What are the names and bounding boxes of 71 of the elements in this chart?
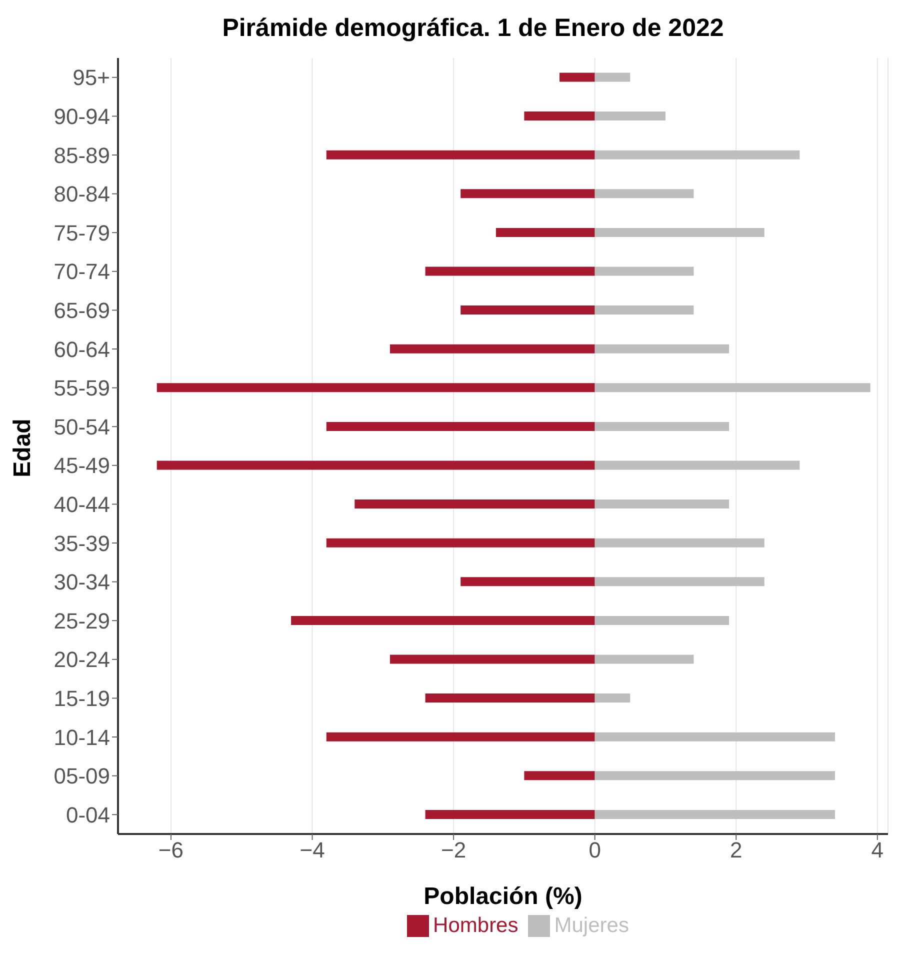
bar	[594, 228, 764, 237]
y-tick-label: 45-49	[54, 453, 110, 478]
bar	[594, 810, 836, 819]
bar	[326, 732, 595, 742]
bar	[460, 189, 595, 198]
y-tick-label: 60-64	[54, 336, 110, 362]
bar	[594, 616, 730, 625]
bar	[594, 500, 730, 509]
bar	[425, 810, 595, 819]
bar	[496, 228, 595, 237]
x-tick-label: −4	[300, 838, 325, 863]
x-tick-label: 0	[588, 838, 601, 863]
chart-title: Pirámide demográfica. 1 de Enero de 2022	[221, 13, 725, 44]
y-tick-label: 50-54	[54, 414, 110, 440]
x-tick-label: 2	[730, 838, 742, 863]
y-tick-label: 85-89	[54, 142, 110, 168]
y-tick-label: 10-14	[54, 724, 110, 750]
y-tick-label: 80-84	[54, 182, 110, 207]
y-tick-label: 75-79	[54, 220, 110, 246]
bar	[425, 266, 595, 276]
bar	[291, 616, 595, 625]
bar	[354, 500, 595, 509]
bar	[560, 72, 595, 82]
bar	[594, 72, 630, 82]
bar	[524, 112, 595, 121]
bar	[594, 654, 694, 664]
bar	[594, 112, 666, 121]
y-tick-label: 40-44	[54, 492, 110, 518]
bar	[594, 266, 694, 276]
bar	[460, 577, 595, 586]
bar	[594, 771, 836, 780]
y-tick-label: 25-29	[54, 608, 110, 634]
bar	[594, 694, 630, 703]
bar	[594, 577, 764, 586]
bar	[425, 694, 595, 703]
y-tick-label: 0-04	[66, 802, 110, 828]
bar	[594, 306, 694, 315]
bar	[326, 150, 595, 160]
y-axis-title: Edad	[9, 418, 37, 478]
bar	[594, 189, 694, 198]
bar	[156, 383, 595, 392]
bar	[594, 538, 764, 548]
bar	[390, 344, 595, 354]
bar	[326, 422, 595, 431]
y-tick-label: 90-94	[54, 104, 110, 130]
x-tick-label: 4	[871, 838, 884, 863]
legend-label: Hombres	[433, 914, 518, 937]
x-axis-title: Población (%)	[424, 883, 582, 910]
x-tick-label: −2	[441, 838, 466, 863]
bar	[594, 344, 730, 354]
y-tick-label: 30-34	[54, 570, 110, 595]
bar	[594, 460, 800, 470]
bar	[524, 771, 595, 780]
x-tick-label: −6	[158, 838, 184, 863]
bar	[326, 538, 595, 548]
bar	[460, 306, 595, 315]
y-tick-label: 35-39	[54, 530, 110, 556]
bar	[156, 460, 595, 470]
bar	[594, 422, 730, 431]
bar	[390, 654, 595, 664]
y-tick-label: 70-74	[54, 259, 110, 284]
y-tick-label: 65-69	[54, 298, 110, 324]
y-tick-label: 05-09	[54, 764, 110, 789]
y-tick-label: 20-24	[54, 647, 110, 672]
y-tick-label: 15-19	[54, 686, 110, 712]
bar	[594, 150, 800, 160]
bar	[594, 732, 836, 742]
legend-label: Mujeres	[554, 914, 629, 937]
bar	[594, 383, 870, 392]
y-tick-label: 95+	[72, 65, 110, 90]
y-tick-label: 55-59	[54, 376, 110, 401]
